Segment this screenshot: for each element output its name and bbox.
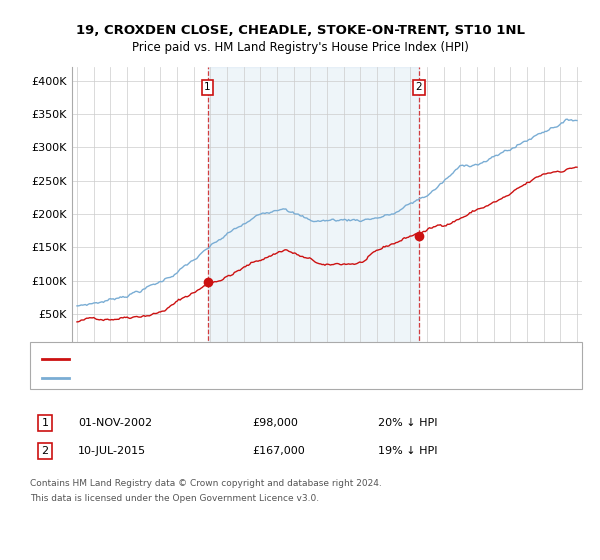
Text: HPI: Average price, detached house, Staffordshire Moorlands: HPI: Average price, detached house, Staf… bbox=[72, 373, 390, 383]
Text: 2: 2 bbox=[416, 82, 422, 92]
Text: 10-JUL-2015: 10-JUL-2015 bbox=[78, 446, 146, 456]
Text: £98,000: £98,000 bbox=[252, 418, 298, 428]
Text: 20% ↓ HPI: 20% ↓ HPI bbox=[378, 418, 437, 428]
Text: Contains HM Land Registry data © Crown copyright and database right 2024.: Contains HM Land Registry data © Crown c… bbox=[30, 479, 382, 488]
Text: 19% ↓ HPI: 19% ↓ HPI bbox=[378, 446, 437, 456]
Text: £167,000: £167,000 bbox=[252, 446, 305, 456]
Text: 2: 2 bbox=[41, 446, 49, 456]
Text: Price paid vs. HM Land Registry's House Price Index (HPI): Price paid vs. HM Land Registry's House … bbox=[131, 41, 469, 54]
Text: 1: 1 bbox=[204, 82, 211, 92]
Bar bbox=[208, 67, 419, 347]
Text: 01-NOV-2002: 01-NOV-2002 bbox=[78, 418, 152, 428]
Text: 19, CROXDEN CLOSE, CHEADLE, STOKE-ON-TRENT, ST10 1NL: 19, CROXDEN CLOSE, CHEADLE, STOKE-ON-TRE… bbox=[76, 24, 524, 38]
Text: This data is licensed under the Open Government Licence v3.0.: This data is licensed under the Open Gov… bbox=[30, 494, 319, 503]
Text: 1: 1 bbox=[41, 418, 49, 428]
Text: 19, CROXDEN CLOSE, CHEADLE, STOKE-ON-TRENT, ST10 1NL (detached house): 19, CROXDEN CLOSE, CHEADLE, STOKE-ON-TRE… bbox=[72, 354, 485, 364]
